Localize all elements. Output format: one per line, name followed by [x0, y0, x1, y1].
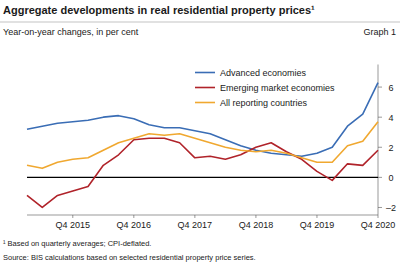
x-tick — [133, 215, 134, 218]
x-tick-label: Q4 2015 — [56, 220, 91, 230]
x-tick — [316, 215, 317, 218]
y-tick — [378, 147, 382, 148]
x-tick-label: Q4 2019 — [300, 220, 335, 230]
chart: Aggregate developments in real residenti… — [0, 0, 400, 267]
title: Aggregate developments in real residenti… — [3, 4, 315, 16]
legend-label: Emerging market economies — [220, 83, 335, 93]
y-tick-label: 2 — [388, 143, 393, 153]
y-tick — [378, 207, 382, 208]
legend-label: Advanced economies — [220, 68, 307, 78]
y-tick — [378, 177, 382, 178]
x-axis-line — [27, 215, 378, 216]
y-tick-label: –2 — [386, 203, 396, 213]
subtitle: Year-on-year changes, in per cent — [3, 27, 139, 37]
x-tick — [378, 215, 379, 218]
x-tick-label: Q4 2016 — [117, 220, 152, 230]
x-tick-label: Q4 2020 — [361, 220, 396, 230]
legend-swatch — [195, 87, 215, 89]
series-line — [27, 138, 378, 207]
header-rule — [0, 22, 400, 23]
x-tick-label: Q4 2017 — [178, 220, 213, 230]
legend-swatch — [195, 72, 215, 74]
plot-area — [27, 83, 378, 208]
legend-swatch — [195, 102, 215, 104]
y-tick-label: 6 — [388, 83, 393, 93]
source: Source: BIS calculations based on select… — [3, 253, 256, 262]
y-tick — [378, 117, 382, 118]
y-tick — [378, 87, 382, 88]
x-tick — [72, 215, 73, 218]
series-line — [27, 122, 378, 169]
x-tick-label: Q4 2018 — [239, 220, 274, 230]
legend-label: All reporting countries — [220, 98, 308, 108]
x-tick — [255, 215, 256, 218]
y-tick-label: 4 — [388, 113, 393, 123]
series-line — [27, 83, 378, 157]
x-tick — [194, 215, 195, 218]
y-tick-label: 0 — [388, 173, 393, 183]
graph-number: Graph 1 — [363, 27, 396, 37]
footnote: ¹ Based on quarterly averages; CPI-defla… — [3, 239, 151, 248]
